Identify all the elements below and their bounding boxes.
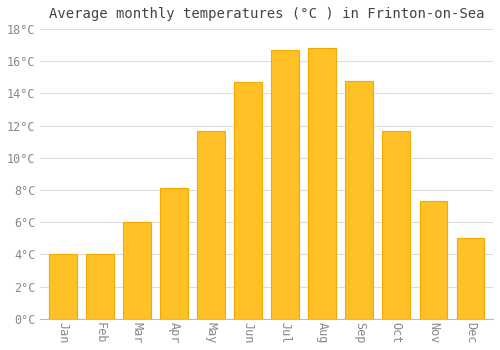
Bar [197, 131, 225, 319]
Bar [49, 254, 77, 319]
Bar [160, 188, 188, 319]
Bar [272, 50, 299, 319]
Bar [234, 82, 262, 319]
Bar [382, 131, 410, 319]
Bar [346, 80, 373, 319]
Title: Average monthly temperatures (°C ) in Frinton-on-Sea: Average monthly temperatures (°C ) in Fr… [49, 7, 484, 21]
Bar [86, 254, 114, 319]
Bar [456, 238, 484, 319]
Bar [420, 201, 448, 319]
Bar [308, 48, 336, 319]
Bar [123, 222, 151, 319]
